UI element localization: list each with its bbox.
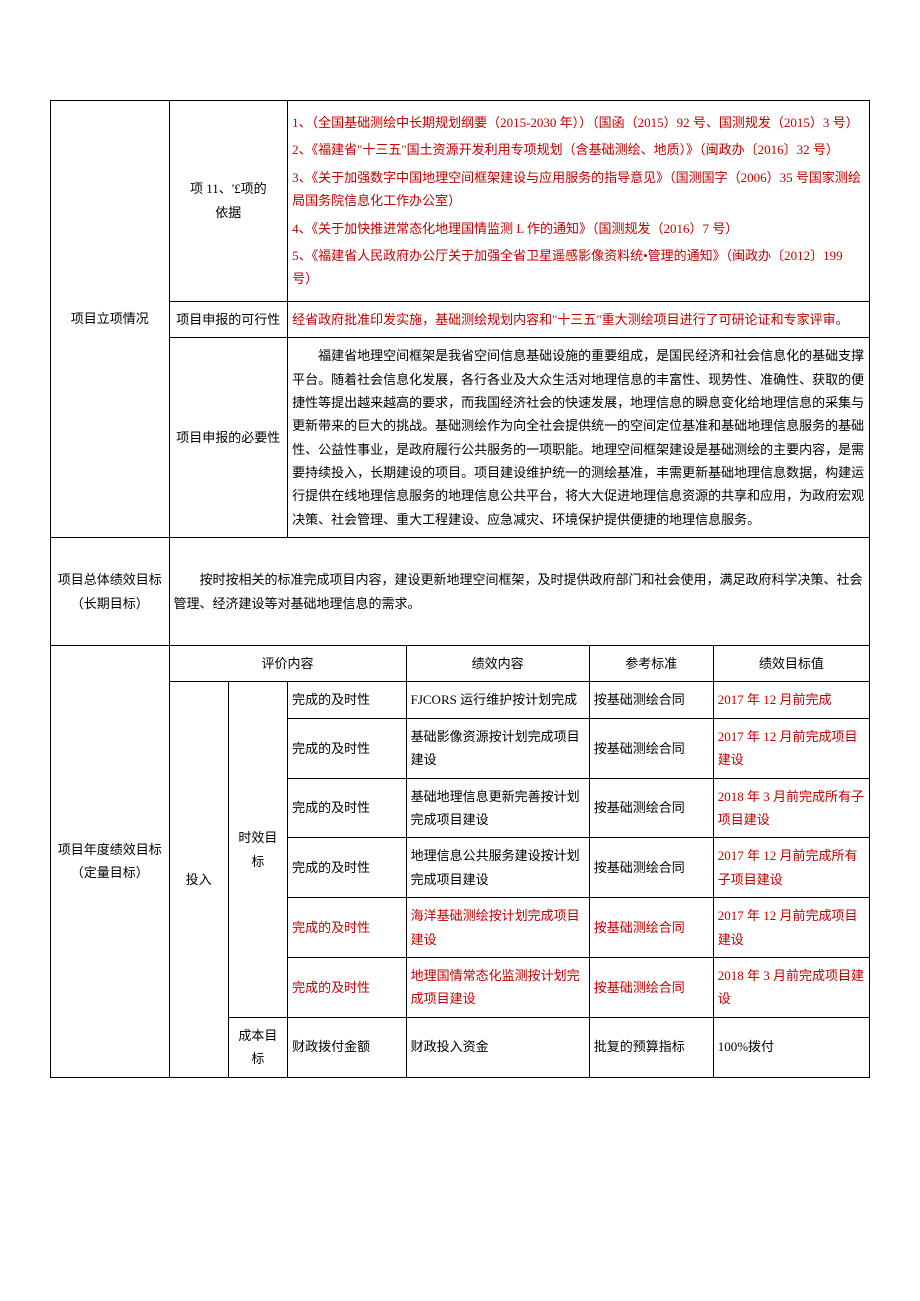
time-goal-label: 时效目标 [228, 682, 287, 1017]
r4c6: 2017 年 12 月前完成项目建设 [713, 898, 869, 958]
r2c3: 完成的及时性 [288, 778, 407, 838]
r1c6: 2017 年 12 月前完成项目建设 [713, 718, 869, 778]
r2c4: 基础地理信息更新完善按计划完成项目建设 [406, 778, 589, 838]
hdr-perf: 绩效内容 [406, 646, 589, 682]
cost-c5: 批复的预算指标 [589, 1017, 713, 1077]
input-label: 投入 [169, 682, 228, 1077]
r3c5: 按基础测绘合同 [589, 838, 713, 898]
r3c3: 完成的及时性 [288, 838, 407, 898]
r3c6: 2017 年 12 月前完成所有子项目建设 [713, 838, 869, 898]
r0c6: 2017 年 12 月前完成 [713, 682, 869, 718]
r2c6: 2018 年 3 月前完成所有子项目建设 [713, 778, 869, 838]
r0c3: 完成的及时性 [288, 682, 407, 718]
r0c5: 按基础测绘合同 [589, 682, 713, 718]
r1c4: 基础影像资源按计划完成项目建设 [406, 718, 589, 778]
cost-goal-label: 成本目标 [228, 1017, 287, 1077]
performance-table: 项目立项情况 项 11、'£项的 依据 1、（全国基础测绘中长期规划纲要（201… [50, 100, 870, 1078]
r2c5: 按基础测绘合同 [589, 778, 713, 838]
overall-goal-text: 按时按相关的标准完成项目内容，建设更新地理空间框架，及时提供政府部门和社会使用，… [169, 538, 869, 646]
basis-cell: 1、（全国基础测绘中长期规划纲要（2015-2030 年））（国函（2015）9… [288, 101, 870, 302]
r4c3: 完成的及时性 [288, 898, 407, 958]
basis-item: 4、《关于加快推进常态化地理国情监测 L 作的通知》（国测规发（2016）7 号… [292, 217, 865, 240]
basis-item: 3、《关于加强数字中国地理空间框架建设与应用服务的指导意见》（国测国字（2006… [292, 166, 865, 213]
r4c5: 按基础测绘合同 [589, 898, 713, 958]
r3c4: 地理信息公共服务建设按计划完成项目建设 [406, 838, 589, 898]
r5c3: 完成的及时性 [288, 957, 407, 1017]
hdr-std: 参考标准 [589, 646, 713, 682]
basis-item: 5、《福建省人民政府办公厅关于加强全省卫星遥感影像资料统•管理的通知》（闽政办〔… [292, 244, 865, 291]
basis-item: 1、（全国基础测绘中长期规划纲要（2015-2030 年））（国函（2015）9… [292, 111, 865, 134]
r5c6: 2018 年 3 月前完成项目建设 [713, 957, 869, 1017]
hdr-target: 绩效目标值 [713, 646, 869, 682]
basis-item: 2、《福建省"十三五"国土资源开发利用专项规划（含基础测绘、地质）》（闽政办〔2… [292, 138, 865, 161]
r4c4: 海洋基础测绘按计划完成项目建设 [406, 898, 589, 958]
r1c5: 按基础测绘合同 [589, 718, 713, 778]
necessity-label: 项目申报的必要性 [169, 338, 288, 538]
basis-label: 项 11、'£项的 依据 [169, 101, 288, 302]
section-label-establishment: 项目立项情况 [51, 101, 170, 538]
feasibility-text: 经省政府批准印发实施，基础测绘规划内容和"十三五"重大测绘项目进行了可研论证和专… [288, 301, 870, 337]
feasibility-label: 项目申报的可行性 [169, 301, 288, 337]
necessity-text: 福建省地理空间框架是我省空间信息基础设施的重要组成，是国民经济和社会信息化的基础… [288, 338, 870, 538]
cost-c3: 财政拨付金额 [288, 1017, 407, 1077]
r1c3: 完成的及时性 [288, 718, 407, 778]
cost-c4: 财政投入资金 [406, 1017, 589, 1077]
cost-c6: 100%拨付 [713, 1017, 869, 1077]
hdr-eval: 评价内容 [169, 646, 406, 682]
overall-goal-label: 项目总体绩效目标（长期目标） [51, 538, 170, 646]
r5c5: 按基础测绘合同 [589, 957, 713, 1017]
r5c4: 地理国情常态化监测按计划完成项目建设 [406, 957, 589, 1017]
r0c4: FJCORS 运行维护按计划完成 [406, 682, 589, 718]
annual-goal-label: 项目年度绩效目标（定量目标） [51, 646, 170, 1077]
